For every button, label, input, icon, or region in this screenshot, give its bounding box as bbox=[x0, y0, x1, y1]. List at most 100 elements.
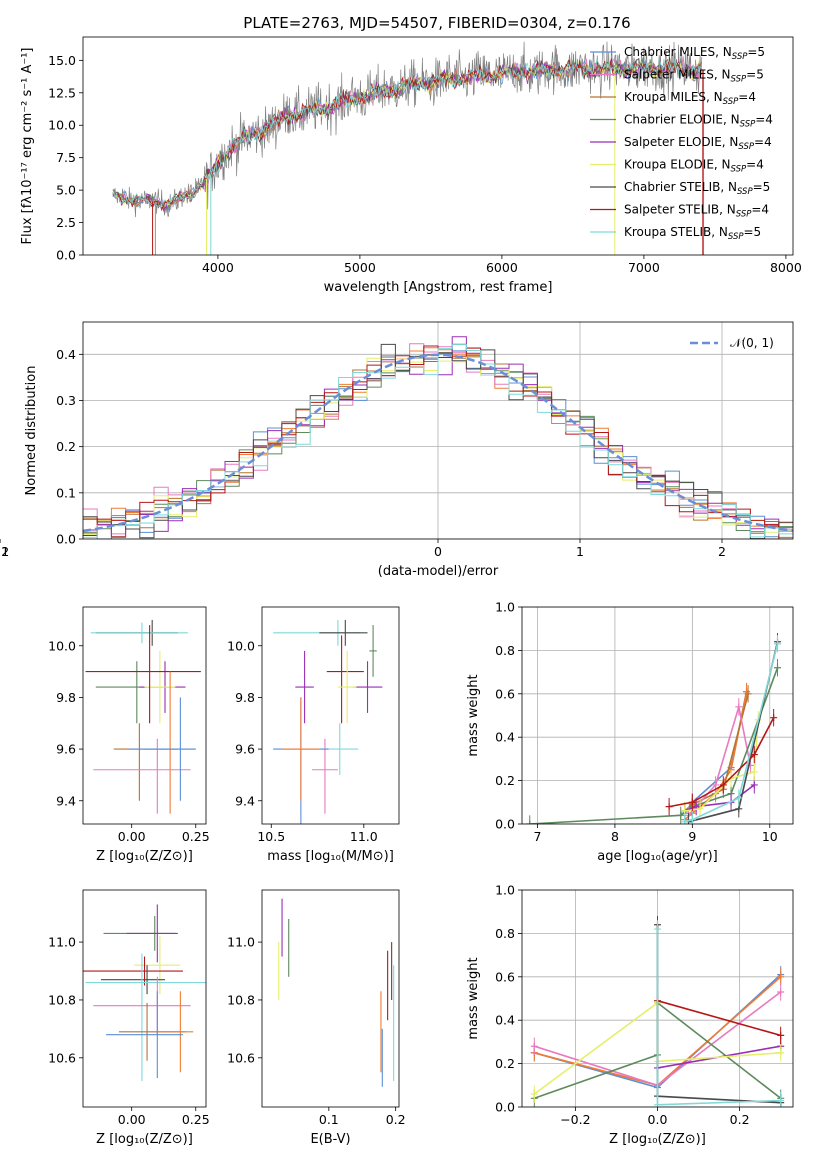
legend-label-sub: SSP bbox=[737, 187, 753, 197]
legend-label: 𝒩(0, 1) bbox=[730, 336, 774, 350]
x-tick-label: 8 bbox=[611, 829, 619, 844]
plot-area bbox=[522, 607, 793, 824]
x-axis-label: Z [log₁₀(Z/Z⊙)] bbox=[609, 1132, 706, 1147]
plot-area bbox=[83, 904, 206, 1081]
y-tick-label: 5.0 bbox=[56, 183, 76, 198]
legend-label-part: =4 bbox=[754, 135, 772, 149]
x-axis-label: mass [log₁₀(M/M⊙)] bbox=[267, 849, 394, 864]
legend-label: Kroupa STELIB, NSSP=5 bbox=[624, 225, 761, 242]
y-tick-label: 9.8 bbox=[56, 690, 76, 705]
y-tick-label: 0.4 bbox=[56, 347, 76, 362]
legend-label-part: Kroupa STELIB, N bbox=[624, 225, 728, 239]
legend-label-part: Chabrier STELIB, N bbox=[624, 180, 737, 194]
y-tick-label: 11.0 bbox=[227, 935, 255, 950]
legend-label-part: Kroupa ELODIE, N bbox=[624, 158, 731, 172]
y-tick-label: 0.4 bbox=[495, 730, 515, 745]
axes: −2−1 0 1 2 0.0 0.1 0.2 0.3 0.4 bbox=[0, 347, 726, 559]
x-tick-label: −2 bbox=[0, 544, 9, 559]
x-tick-label: 0.25 bbox=[182, 1112, 210, 1127]
mass-weight-line bbox=[657, 999, 781, 1037]
x-tick-label: −1 bbox=[0, 544, 9, 559]
legend-label-part: Chabrier MILES, N bbox=[624, 45, 732, 59]
y-tick-label: 9.6 bbox=[56, 742, 76, 757]
x-tick-label: 9 bbox=[688, 829, 696, 844]
legend-label-part: =4 bbox=[751, 203, 769, 217]
legend-label-sub: SSP bbox=[731, 165, 747, 175]
y-tick-label: 2.5 bbox=[56, 215, 76, 230]
x-axis-label: wavelength [Angstrom, rest frame] bbox=[324, 280, 553, 295]
panel-residuals: −2−1 0 1 2 0.0 0.1 0.2 0.3 0.4 (data-model)/error… bbox=[0, 321, 794, 579]
x-tick-label: 10.5 bbox=[257, 829, 285, 844]
x-tick-label: 7000 bbox=[628, 260, 660, 275]
panel-mass_weight_vs_age: 7 8 9 10 0.0 0.2 0.4 0.6 0.8 1.0 age [log₁₀(age/yr… bbox=[466, 600, 794, 864]
y-tick-label: 0.2 bbox=[495, 1056, 515, 1071]
y-tick-label: 0.6 bbox=[495, 969, 515, 984]
legend-label-part: =4 bbox=[738, 90, 756, 104]
y-tick-label: 10.6 bbox=[227, 1050, 255, 1065]
y-tick-label: 10.0 bbox=[48, 638, 76, 653]
legend-label-part: =5 bbox=[746, 68, 764, 82]
legend-label-sub: SSP bbox=[728, 232, 744, 242]
x-tick-label: 0.00 bbox=[118, 829, 146, 844]
y-tick-label: 0.8 bbox=[495, 643, 515, 658]
x-axis-label: (data-model)/error bbox=[378, 564, 499, 579]
x-tick-label: 8000 bbox=[770, 260, 802, 275]
legend-label: Chabrier MILES, NSSP=5 bbox=[624, 45, 765, 62]
axes-frame bbox=[521, 606, 794, 825]
y-tick-label: 0.3 bbox=[56, 393, 76, 408]
plot-area bbox=[522, 890, 793, 1107]
panel-mass_weight_vs_Z: −0.2 0.0 0.2 0.0 0.2 0.4 0.6 0.8 1.0 Z [log₁₀(Z/Z… bbox=[466, 883, 794, 1147]
y-tick-label: 0.2 bbox=[495, 773, 515, 788]
y-tick-label: 0.4 bbox=[495, 1013, 515, 1028]
y-tick-label: 0.6 bbox=[495, 686, 515, 701]
y-tick-label: 0.0 bbox=[495, 817, 515, 832]
axes: 0.00 0.25 10.6 10.8 11.0 bbox=[48, 935, 210, 1127]
legend-label-sub: SSP bbox=[732, 52, 748, 62]
y-axis-label: Normed distribution bbox=[24, 366, 39, 496]
y-axis-label: mass weight bbox=[466, 957, 481, 1039]
y-tick-label: 0.8 bbox=[495, 926, 515, 941]
axes: 7 8 9 10 0.0 0.2 0.4 0.6 0.8 1.0 bbox=[495, 600, 778, 845]
residual-histogram bbox=[83, 344, 793, 538]
mass-weight-line bbox=[687, 706, 752, 816]
axes-frame bbox=[82, 321, 794, 540]
y-tick-label: 10.6 bbox=[48, 1050, 76, 1065]
y-tick-label: 0.0 bbox=[56, 248, 76, 263]
panel-age_vs_mass: 10.5 11.0 9.4 9.6 9.8 10.0 mass [log₁₀(M/M⊙)] bbox=[227, 606, 400, 864]
legend-label: Salpeter MILES, NSSP=5 bbox=[624, 68, 764, 85]
y-tick-label: 10.8 bbox=[48, 992, 76, 1007]
legend-label: Chabrier STELIB, NSSP=5 bbox=[624, 180, 770, 197]
y-tick-label: 9.4 bbox=[235, 793, 255, 808]
legend-label-sub: SSP bbox=[738, 142, 754, 152]
x-axis-label: Z [log₁₀(Z/Z⊙)] bbox=[96, 849, 193, 864]
y-tick-label: 7.5 bbox=[56, 150, 76, 165]
legend-label-part: Chabrier ELODIE, N bbox=[624, 113, 740, 127]
axes-frame bbox=[521, 889, 794, 1108]
legend-label: Salpeter ELODIE, NSSP=4 bbox=[624, 135, 772, 152]
panel-age_vs_Z: 0.000.259.49.69.810.0Z [log₁₀(Z/Z⊙)]age … bbox=[48, 606, 210, 864]
x-axis-label: Z [log₁₀(Z/Z⊙)] bbox=[96, 1132, 193, 1147]
plot-area bbox=[278, 898, 395, 1087]
axes: 4000 5000 6000 7000 8000 0.0 2.5 5.0 7.5 10.0 12.5… bbox=[48, 53, 802, 275]
axes: 0.1 0.2 10.6 10.8 11.0 bbox=[227, 935, 405, 1127]
axes-frame bbox=[82, 36, 794, 256]
plot-area bbox=[112, 41, 705, 255]
axes-frame bbox=[261, 606, 400, 825]
y-tick-label: 0.2 bbox=[56, 439, 76, 454]
legend-label: Salpeter STELIB, NSSP=4 bbox=[624, 203, 769, 220]
legend-label-part: =5 bbox=[753, 180, 771, 194]
legend-label: Kroupa ELODIE, NSSP=4 bbox=[624, 158, 764, 175]
legend-label-part: =5 bbox=[744, 225, 762, 239]
x-tick-label: 5000 bbox=[344, 260, 376, 275]
normal-curve bbox=[83, 353, 793, 533]
plot-area bbox=[273, 619, 383, 824]
panel-mass_vs_ebv: 0.1 0.2 10.6 10.8 11.0 E(B-V) bbox=[227, 889, 406, 1147]
axes-frame bbox=[82, 889, 207, 1108]
legend-label-part: Salpeter MILES, N bbox=[624, 68, 731, 82]
axes: 0.00 0.25 9.4 9.6 9.8 10.0 bbox=[48, 638, 210, 844]
x-tick-label: 0.00 bbox=[118, 1112, 146, 1127]
y-axis-label: mass weight bbox=[466, 674, 481, 756]
